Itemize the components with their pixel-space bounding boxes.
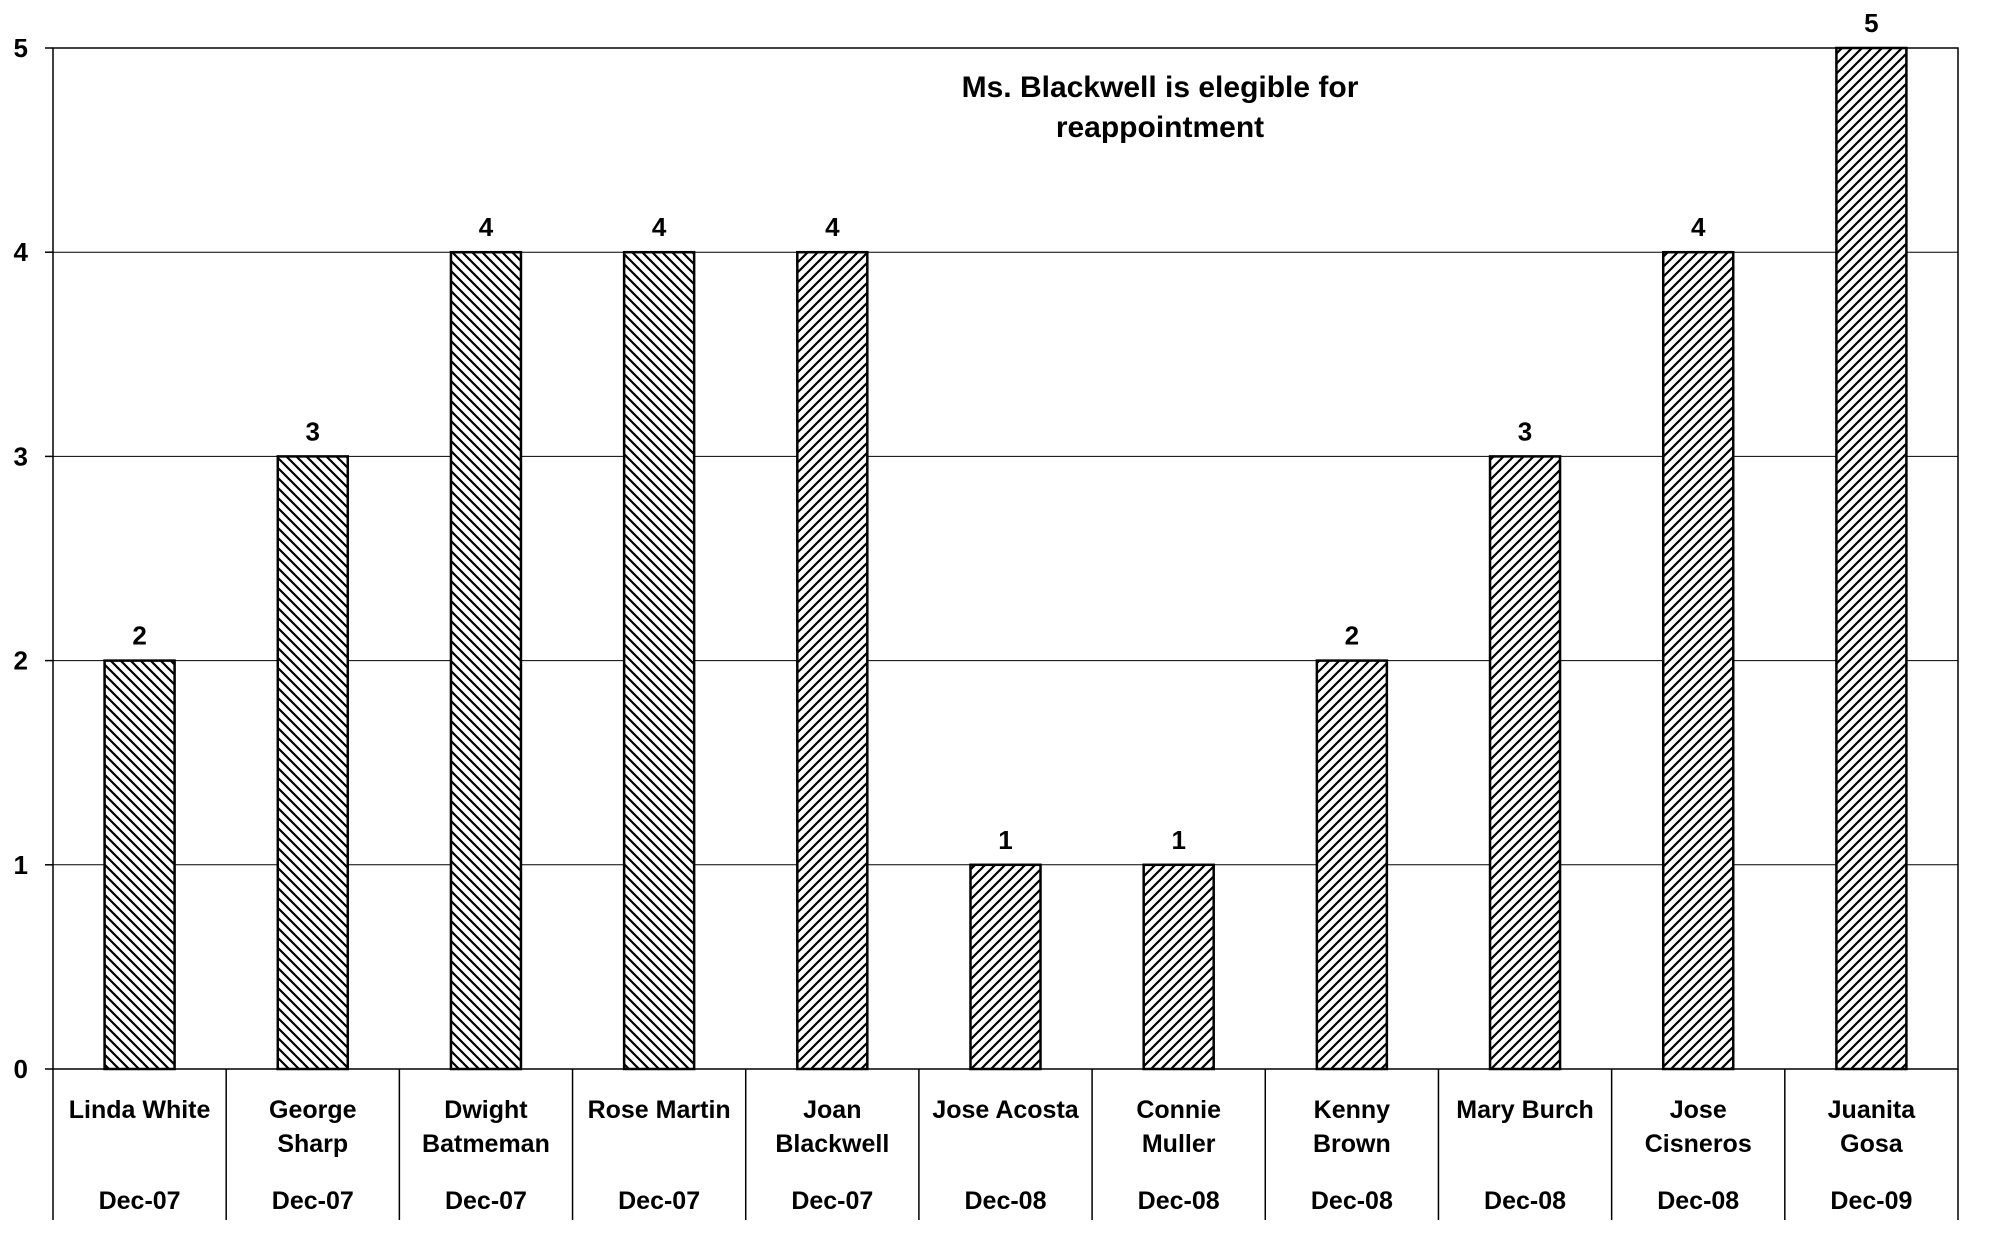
x-tick-date: Dec-09 [1830, 1187, 1912, 1215]
annotation-text: reappointment [1056, 111, 1264, 144]
y-tick-label: 2 [14, 646, 28, 676]
data-label: 4 [652, 212, 667, 242]
data-label: 1 [998, 825, 1012, 855]
labels: 2 Linda White Dec-07 3 George Sharp Dec-07 4 Dwi… [69, 8, 1917, 1215]
x-tick-label: Muller [1142, 1130, 1216, 1158]
data-label: 1 [1171, 825, 1185, 855]
data-label: 4 [825, 212, 840, 242]
x-tick-label: George [269, 1096, 357, 1124]
x-tick-label: Connie [1136, 1096, 1221, 1124]
data-label: 2 [1345, 621, 1359, 651]
x-tick-date: Dec-08 [965, 1187, 1047, 1215]
bar [796, 250, 869, 1071]
y-tick-label: 1 [14, 850, 28, 880]
x-tick-date: Dec-08 [1484, 1187, 1566, 1215]
x-tick-label: Mary Burch [1456, 1096, 1594, 1124]
bar [1315, 659, 1389, 1071]
annotation: Ms. Blackwell is elegible for reappointme… [962, 71, 1359, 144]
x-tick-label: Jose Acosta [932, 1096, 1079, 1124]
x-tick-label: Cisneros [1645, 1130, 1752, 1158]
x-tick-date: Dec-07 [272, 1187, 354, 1215]
bar [1488, 455, 1562, 1071]
data-label: 4 [479, 212, 494, 242]
x-tick-label: Jose [1670, 1096, 1727, 1124]
x-tick-date: Dec-08 [1657, 1187, 1739, 1215]
data-label: 2 [132, 621, 146, 651]
x-tick-label: Juanita [1828, 1096, 1917, 1124]
bar [1835, 46, 1908, 1071]
x-tick-label: Dwight [444, 1096, 528, 1124]
bar [1661, 250, 1735, 1071]
bar [969, 863, 1042, 1071]
x-tick-label: Brown [1313, 1130, 1391, 1158]
x-tick-label: Rose Martin [588, 1096, 731, 1124]
data-label: 5 [1864, 8, 1878, 38]
y-tick-label: 4 [14, 237, 29, 267]
y-tick-label: 3 [14, 441, 28, 471]
x-tick-date: Dec-07 [618, 1187, 700, 1215]
data-label: 3 [306, 416, 320, 446]
annotation-text: Ms. Blackwell is elegible for [962, 71, 1359, 104]
bar [103, 659, 176, 1071]
bar [276, 455, 350, 1071]
x-tick-label: Gosa [1840, 1130, 1904, 1158]
x-tick-label: Blackwell [775, 1130, 889, 1158]
data-label: 3 [1518, 416, 1532, 446]
y-tick-label: 5 [14, 33, 28, 63]
x-tick-label: Kenny [1314, 1096, 1391, 1124]
bar [1142, 863, 1215, 1071]
x-tick-date: Dec-08 [1311, 1187, 1393, 1215]
data-label: 4 [1691, 212, 1706, 242]
x-tick-label: Sharp [277, 1130, 348, 1158]
x-tick-label: Joan [803, 1096, 861, 1124]
y-tick-label: 0 [14, 1054, 28, 1084]
bars [103, 46, 1908, 1071]
x-tick-date: Dec-07 [791, 1187, 873, 1215]
x-tick-label: Linda White [69, 1096, 211, 1124]
x-tick-label: Batmeman [422, 1130, 550, 1158]
bar [449, 250, 523, 1071]
x-tick-date: Dec-07 [99, 1187, 181, 1215]
x-tick-date: Dec-07 [445, 1187, 527, 1215]
x-tick-date: Dec-08 [1138, 1187, 1220, 1215]
bar [622, 250, 696, 1071]
